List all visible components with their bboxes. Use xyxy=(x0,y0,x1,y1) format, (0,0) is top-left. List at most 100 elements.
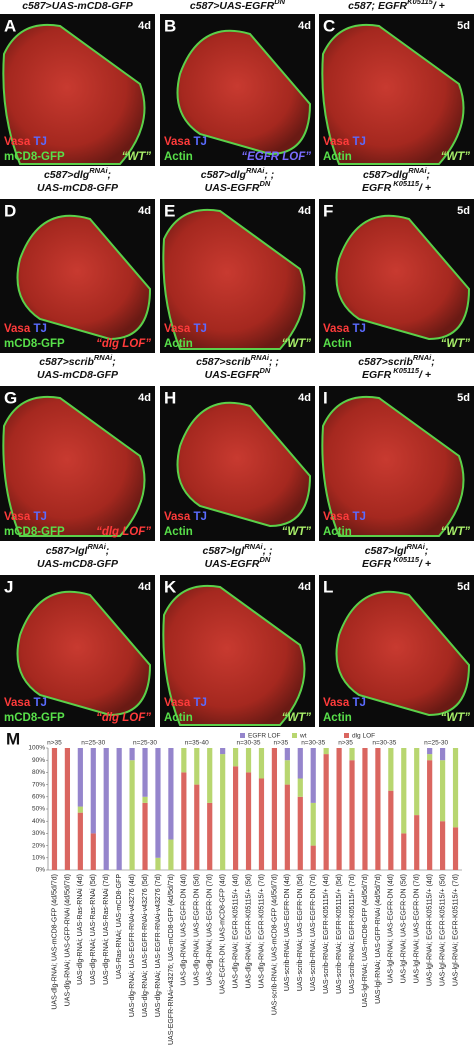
x-tick-label: UAS-EGFR-DN; UAS-mCD8-GFP (4d) xyxy=(220,874,227,994)
header-segment: EGFR xyxy=(362,369,392,381)
bar-segment xyxy=(388,790,394,870)
tissue xyxy=(2,395,146,537)
y-tick-label: 60% xyxy=(32,794,45,801)
header-segment: UAS-mCD8-GFP xyxy=(37,369,119,381)
stain-tj: TJ xyxy=(193,697,206,709)
stain-tj: TJ xyxy=(33,323,46,335)
header-segment: RNAi xyxy=(89,166,108,175)
bar-segment xyxy=(258,748,265,779)
panel-letter: C xyxy=(323,16,335,35)
panel-letter: G xyxy=(4,388,17,407)
y-tick-label: 0% xyxy=(36,867,46,874)
header-segment: RNAi xyxy=(94,353,113,362)
panel-header: EGFR K05115/ + xyxy=(362,555,431,570)
stain-tj: TJ xyxy=(193,323,206,335)
bar-segment xyxy=(245,772,252,870)
tissue xyxy=(176,401,312,528)
panel-header: c587>UAS-EGFRDN xyxy=(190,0,286,12)
stain-vasa: Vasa xyxy=(164,697,191,709)
panel-letter: A xyxy=(4,16,16,35)
panel-header: UAS-mCD8-GFP xyxy=(37,369,119,381)
x-tick-label: UAS-lgl-RNAi; UAS-EGFR-DN (7d) xyxy=(414,874,421,983)
stain-label: Actin xyxy=(164,151,193,163)
bar-segment xyxy=(323,748,329,755)
sample-size: n>35 xyxy=(47,740,62,747)
panel-day: 4d xyxy=(298,20,311,32)
stain-tj: TJ xyxy=(33,511,46,523)
header-segment: UAS-EGFR xyxy=(205,369,260,381)
bar-segment xyxy=(90,833,96,870)
phenotype-note: “dlg LOF” xyxy=(96,338,151,350)
stain-vasa: Vasa xyxy=(164,323,191,335)
stain-label: Vasa TJ xyxy=(164,323,207,335)
phenotype-note: “dlg LOF” xyxy=(96,526,151,538)
stain-label: Vasa TJ xyxy=(4,136,47,148)
y-tick-label: 10% xyxy=(32,855,45,862)
x-tick-label: UAS-Ras-RNAi; UAS-mCD8-GFP xyxy=(116,874,123,979)
bar-segment xyxy=(414,748,420,816)
stain-tj: TJ xyxy=(352,511,365,523)
bar-segment xyxy=(129,748,135,761)
header-segment: c587>scrib xyxy=(196,356,251,368)
sample-size: n=30-35 xyxy=(372,740,396,747)
x-tick-label: UAS-dlg-RNAi; UAS-EGFR-RNAi-v43276 (5d) xyxy=(142,874,149,1017)
panel-day: 5d xyxy=(457,581,470,593)
phenotype-note: “EGFR LOF” xyxy=(241,151,311,163)
stain-label: Vasa TJ xyxy=(164,136,207,148)
x-tick-label: UAS-scrib-RNAi; UAS-EGFR-DN (4d) xyxy=(284,874,291,991)
stain-vasa: Vasa xyxy=(4,511,31,523)
header-segment: c587>dlg xyxy=(363,169,409,181)
bar-segment xyxy=(401,833,407,870)
stain-label: Actin xyxy=(164,712,193,724)
bar-segment xyxy=(220,748,226,755)
stain-vasa: Vasa xyxy=(323,697,350,709)
panel-header: UAS-mCD8-GFP xyxy=(37,558,119,570)
y-tick-label: 50% xyxy=(32,806,45,813)
header-segment: c587>scrib xyxy=(358,356,413,368)
panel-day: 4d xyxy=(298,205,311,217)
y-tick-label: 40% xyxy=(32,818,45,825)
bar-segment xyxy=(310,748,316,803)
header-segment: c587>lgl xyxy=(202,545,245,557)
tissue xyxy=(335,214,471,341)
header-segment: K05115 xyxy=(407,0,434,6)
bar-segment xyxy=(168,748,174,840)
header-segment: UAS-mCD8-GFP xyxy=(37,558,119,570)
x-tick-label: UAS-dlg-RNAi; UAS-Ras-RNAi (4d) xyxy=(77,874,84,985)
stain-vasa: Vasa xyxy=(4,323,31,335)
stain-label: Vasa TJ xyxy=(323,323,366,335)
bar-segment xyxy=(77,806,83,813)
x-tick-label: UAS-scrib-RNAi; UAS-mCD8-GFP (4d/5d/7d) xyxy=(271,874,278,1015)
header-segment: ; xyxy=(427,169,431,181)
stain-tj: TJ xyxy=(352,323,365,335)
header-segment: EGFR xyxy=(362,182,392,194)
header-segment: UAS-mCD8-GFP xyxy=(37,182,119,194)
stain-vasa: Vasa xyxy=(323,323,350,335)
y-tick-label: 70% xyxy=(32,781,45,788)
bar-segment xyxy=(427,760,433,870)
bar-segment xyxy=(64,748,71,870)
bar-segment xyxy=(297,748,303,779)
header-segment: DN xyxy=(260,555,271,564)
stain-tj: TJ xyxy=(33,136,46,148)
tissue xyxy=(16,214,152,341)
header-segment: DN xyxy=(274,0,285,6)
bar-segment xyxy=(323,754,329,870)
phenotype-note: “WT” xyxy=(122,151,152,163)
header-segment: c587>dlg xyxy=(201,169,247,181)
stain-label: mCD8-GFP xyxy=(4,526,65,538)
header-segment: RNAi xyxy=(413,353,432,362)
panel-letter: F xyxy=(323,201,333,220)
header-segment: / + xyxy=(432,0,445,12)
x-tick-label: UAS-dlg-RNAi; UAS-EGFR-RNAi-v43276 (4d) xyxy=(129,874,136,1017)
tissue xyxy=(162,584,306,726)
stain-tj: TJ xyxy=(352,697,365,709)
phenotype-note: “WT” xyxy=(441,526,471,538)
header-segment: K05115 xyxy=(391,555,420,564)
y-tick-label: 100% xyxy=(28,745,45,752)
x-tick-label: UAS-dlg-RNAi; UAS-Ras-RNAi (5d) xyxy=(90,874,97,985)
bar-segment xyxy=(181,748,187,773)
header-segment: RNAi xyxy=(246,166,265,175)
phenotype-note: “WT” xyxy=(282,338,312,350)
